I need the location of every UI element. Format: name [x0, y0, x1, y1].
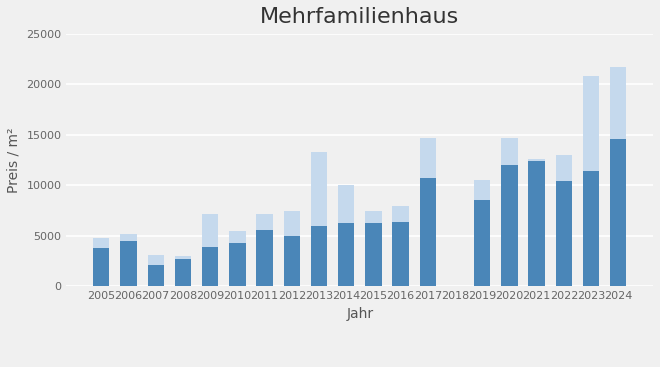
Bar — [556, 155, 572, 181]
Bar — [311, 226, 327, 286]
Bar — [175, 256, 191, 259]
Bar — [501, 165, 517, 286]
Bar — [284, 211, 300, 236]
Bar — [420, 138, 436, 178]
Bar — [365, 223, 381, 286]
Bar — [93, 238, 110, 248]
Bar — [311, 152, 327, 226]
Bar — [474, 180, 490, 200]
Bar — [256, 214, 273, 230]
Bar — [284, 236, 300, 286]
Bar — [338, 223, 354, 286]
Title: Mehrfamilienhaus: Mehrfamilienhaus — [260, 7, 459, 27]
Bar — [120, 241, 137, 286]
Bar — [256, 230, 273, 286]
Bar — [501, 138, 517, 165]
Bar — [93, 248, 110, 286]
Bar — [202, 214, 218, 247]
Bar — [338, 185, 354, 223]
Bar — [202, 247, 218, 286]
Bar — [529, 159, 544, 161]
Bar — [365, 211, 381, 223]
Bar — [474, 200, 490, 286]
Bar — [583, 171, 599, 286]
Bar — [529, 161, 544, 286]
Bar — [610, 139, 626, 286]
X-axis label: Jahr: Jahr — [346, 307, 374, 321]
Bar — [420, 178, 436, 286]
Bar — [229, 243, 246, 286]
Bar — [556, 181, 572, 286]
Bar — [148, 265, 164, 286]
Bar — [583, 76, 599, 171]
Y-axis label: Preis / m²: Preis / m² — [7, 127, 21, 193]
Bar — [393, 206, 409, 222]
Bar — [175, 259, 191, 286]
Bar — [229, 231, 246, 243]
Bar — [393, 222, 409, 286]
Bar — [610, 68, 626, 139]
Bar — [120, 234, 137, 241]
Bar — [148, 255, 164, 265]
